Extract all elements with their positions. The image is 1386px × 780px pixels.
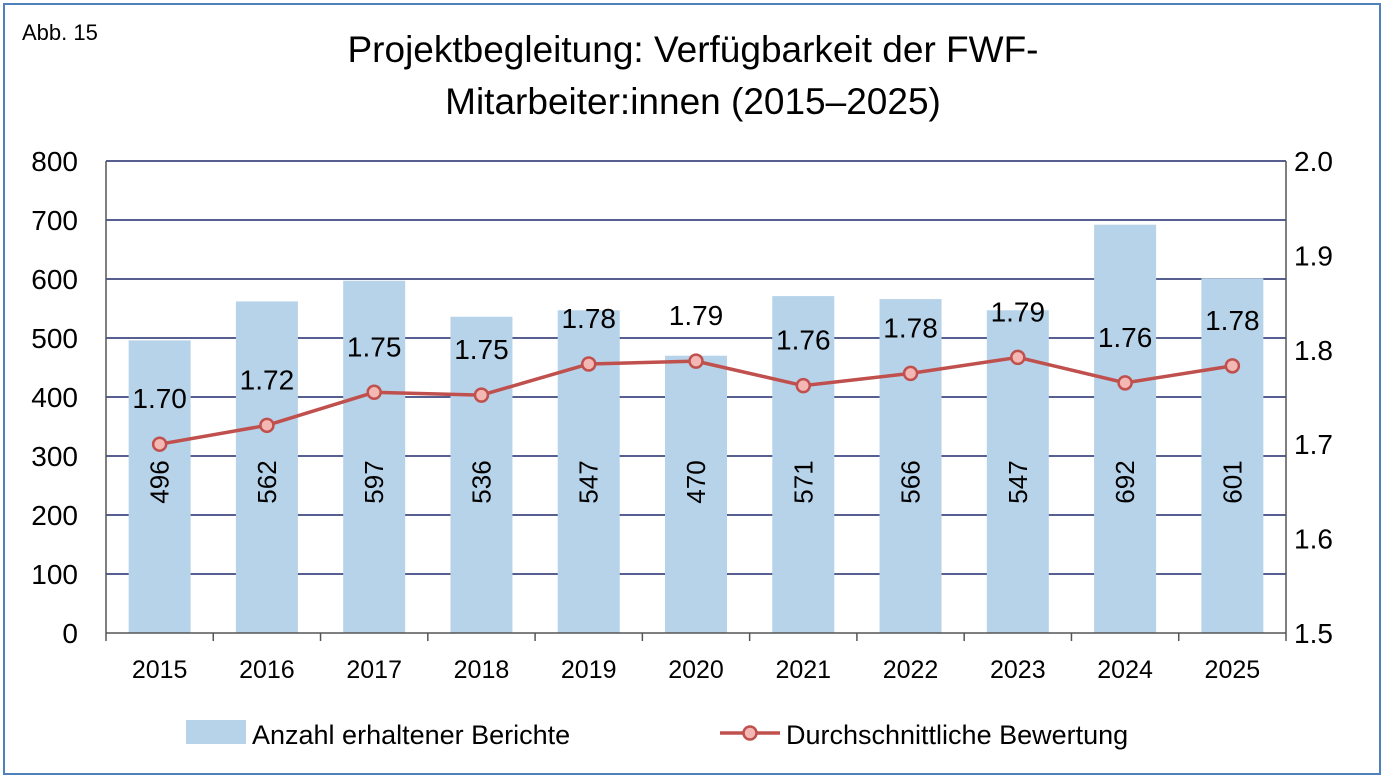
line-point [902, 365, 919, 382]
y-left-tick-label: 100 [31, 559, 78, 590]
figure-label: Abb. 15 [22, 20, 98, 45]
line-data-label: 1.79 [991, 296, 1046, 327]
bar-data-label: 496 [145, 460, 175, 503]
x-tick-label: 2017 [346, 656, 402, 684]
line-point [795, 377, 812, 394]
legend: Anzahl erhaltener Berichte Durchschnittl… [186, 720, 1128, 750]
bar-data-label: 571 [788, 460, 818, 503]
line-point [151, 436, 168, 452]
bar-data-label: 536 [466, 460, 496, 503]
x-tick-label: 2024 [1097, 656, 1153, 684]
bar [665, 355, 727, 633]
y-left-tick-label: 500 [31, 323, 78, 354]
line-series: 1.70 1.72 1.75 1.75 1.78 1.79 1.76 1.78 1.79 1.76… [132, 296, 1260, 452]
axes: 0 100 200 300 400 500 600 700 800 1.5 1.6 1.7 1.8 1.9… [31, 146, 1333, 684]
line-data-label: 1.70 [132, 383, 187, 414]
x-tick-label: 2019 [561, 656, 617, 684]
y-right-tick-label: 1.8 [1294, 335, 1333, 366]
x-tick-label: 2022 [883, 656, 939, 684]
y-right-tick-label: 1.6 [1294, 524, 1333, 555]
chart-title-line-2: Mitarbeiter:innen (2015–2025) [445, 81, 941, 122]
x-tick-label: 2021 [775, 656, 831, 684]
x-tick-label: 2015 [132, 656, 188, 684]
line-point [366, 384, 382, 401]
line-point [259, 417, 275, 434]
x-tick-label: 2018 [454, 656, 510, 684]
bar-data-label: 547 [574, 460, 604, 503]
bar [450, 316, 513, 633]
bar-data-label: 692 [1110, 460, 1140, 503]
y-left-tick-label: 300 [31, 441, 78, 472]
line-data-label: 1.79 [669, 300, 724, 331]
legend-bar-swatch [186, 720, 246, 744]
legend-line-marker [742, 725, 758, 741]
bar [235, 301, 298, 633]
y-left-tick-label: 800 [31, 146, 78, 177]
bar [1094, 224, 1157, 633]
chart-title-line-1: Projektbegleitung: Verfügbarkeit der FWF… [348, 29, 1039, 70]
line-point [473, 387, 490, 403]
bar [772, 296, 835, 633]
x-tick-label: 2023 [990, 656, 1046, 684]
line-data-label: 1.78 [1205, 305, 1260, 336]
bar-data-label: 562 [252, 460, 282, 503]
line-point [1010, 349, 1026, 366]
y-right-tick-label: 2.0 [1294, 146, 1333, 177]
line-point [580, 356, 597, 372]
bar-data-label: 470 [681, 460, 711, 503]
bar [343, 280, 406, 633]
line-data-label: 1.78 [883, 312, 938, 343]
line-data-label: 1.76 [1098, 322, 1153, 353]
bar-data-label: 566 [896, 460, 926, 503]
bar-labels: 496 562 597 536 547 470 571 566 547 692 601 [145, 460, 1248, 503]
line-data-label: 1.75 [347, 331, 402, 362]
legend-line-label: Durchschnittliche Bewertung [786, 720, 1128, 750]
y-left-tick-label: 400 [31, 382, 78, 413]
y-right-tick-label: 1.5 [1294, 618, 1333, 649]
x-tick-label: 2016 [239, 656, 295, 684]
bar [128, 340, 191, 633]
line-data-label: 1.76 [776, 325, 831, 356]
y-right-tick-label: 1.9 [1294, 240, 1333, 271]
line-data-label: 1.72 [240, 364, 295, 395]
y-left-tick-label: 200 [31, 500, 78, 531]
line-point [1117, 375, 1133, 391]
x-tick-label: 2025 [1205, 656, 1261, 684]
line-data-label: 1.78 [561, 303, 616, 334]
bar-data-label: 547 [1003, 460, 1033, 503]
bar [1201, 278, 1264, 633]
bar-data-label: 601 [1217, 460, 1247, 503]
y-left-tick-label: 600 [31, 264, 78, 295]
y-right-tick-label: 1.7 [1294, 429, 1333, 460]
legend-bar-label: Anzahl erhaltener Berichte [252, 720, 570, 750]
bar [879, 299, 942, 633]
line-point [688, 353, 704, 369]
y-left-tick-label: 700 [31, 205, 78, 236]
line-data-label: 1.75 [454, 334, 509, 365]
x-tick-label: 2020 [668, 656, 724, 684]
line-point [1224, 358, 1241, 374]
bar-series [128, 224, 1264, 633]
y-left-tick-label: 0 [62, 618, 78, 649]
bar-data-label: 597 [359, 460, 389, 503]
gridlines [106, 160, 1286, 575]
